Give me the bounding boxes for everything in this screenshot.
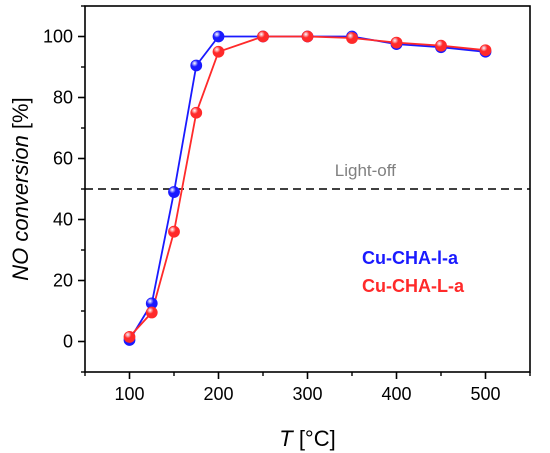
series-layer xyxy=(123,30,492,346)
data-point xyxy=(123,331,136,343)
y-axis-title-unit: [%] xyxy=(8,97,33,135)
y-tick-label: 80 xyxy=(53,88,73,108)
y-axis-title-variable: NO conversion xyxy=(8,135,33,281)
data-point xyxy=(346,32,358,44)
x-tick-label: 400 xyxy=(381,384,411,404)
data-point xyxy=(301,30,314,43)
x-axis-title: T [°C] xyxy=(279,426,335,451)
data-point xyxy=(435,39,447,52)
y-tick-label: 100 xyxy=(43,27,73,47)
data-point xyxy=(190,59,203,72)
legend-entry-cu-cha-L-a-upper: Cu-CHA-L-a xyxy=(362,276,465,296)
data-point xyxy=(190,106,203,119)
y-tick-label: 20 xyxy=(53,271,73,291)
legend-entry-cu-cha-l-a-lower: Cu-CHA-l-a xyxy=(362,248,459,268)
data-point xyxy=(212,30,225,43)
data-point xyxy=(145,306,158,319)
x-tick-label: 200 xyxy=(203,384,233,404)
y-tick-label: 40 xyxy=(53,210,73,230)
data-point xyxy=(479,44,492,57)
light-off-label: Light-off xyxy=(335,161,396,180)
x-tick-label: 100 xyxy=(114,384,144,404)
data-point xyxy=(257,30,269,43)
data-point xyxy=(212,45,225,58)
data-point xyxy=(168,225,180,238)
x-tick-label: 500 xyxy=(470,384,500,404)
ticks-layer xyxy=(78,5,531,379)
data-point xyxy=(168,186,180,198)
y-tick-label: 0 xyxy=(63,332,73,352)
labels-layer: 100 200 300 400 500 0 20 40 60 80 100 xyxy=(43,27,501,405)
x-tick-label: 300 xyxy=(292,384,322,404)
y-axis-title: NO conversion [%] xyxy=(8,97,33,280)
y-tick-label: 60 xyxy=(53,149,73,169)
x-axis-title-variable: T xyxy=(279,426,294,451)
x-axis-title-unit: [°C] xyxy=(293,426,336,451)
data-point xyxy=(390,36,403,49)
